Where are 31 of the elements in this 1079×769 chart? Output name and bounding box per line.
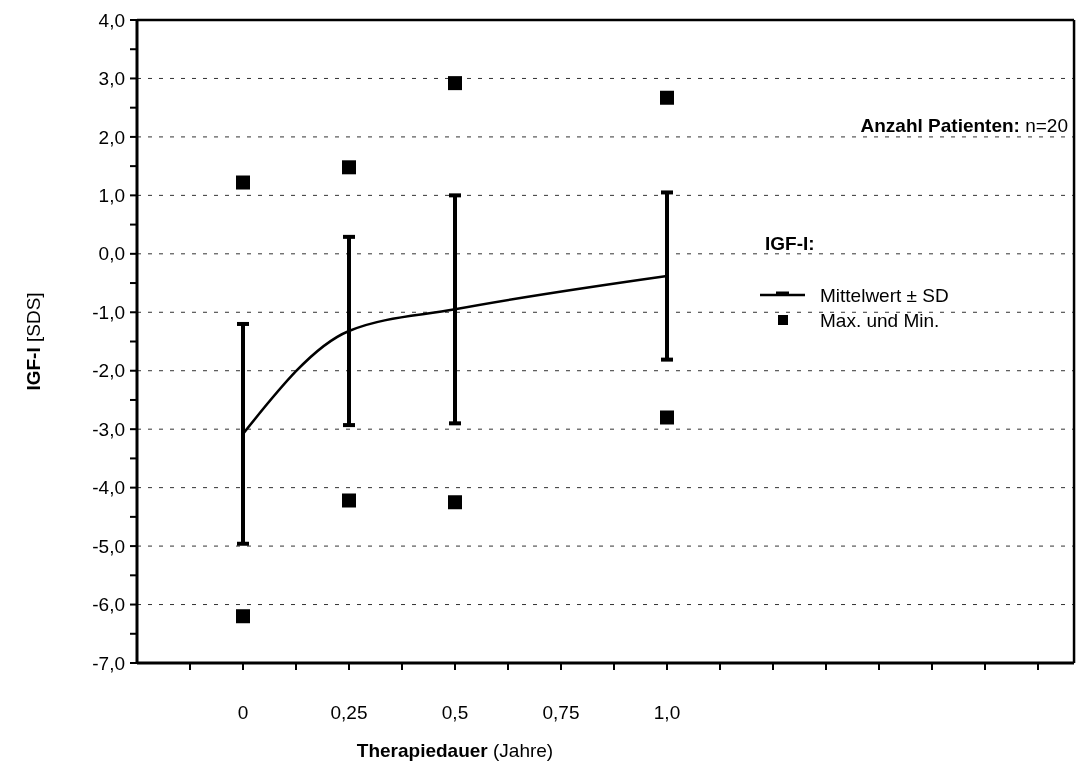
x-tick-label: 0,25	[330, 702, 368, 723]
y-tick-label: -4,0	[92, 477, 125, 499]
x-tick-label: 0,5	[441, 702, 469, 723]
y-tick-label: -1,0	[92, 301, 125, 323]
y-tick-label: 1,0	[98, 185, 125, 207]
point	[660, 410, 674, 425]
y-tick-label: -2,0	[92, 360, 125, 382]
x-tick-label: 1,0	[653, 702, 681, 723]
y-tick-label: -3,0	[92, 418, 125, 440]
legend-title: IGF-I:	[765, 233, 815, 254]
point	[448, 76, 462, 91]
y-tick-label: 0,0	[98, 243, 125, 265]
legend-label: Max. und Min.	[820, 309, 940, 331]
y-tick-label: -6,0	[92, 594, 125, 616]
legend-label: Mittelwert ± SD	[820, 284, 949, 306]
y-tick-label: -5,0	[92, 535, 125, 557]
x-tick-label: 0,75	[542, 702, 580, 723]
y-tick-label: 2,0	[98, 126, 125, 148]
point	[236, 175, 250, 190]
y-tick-label: -7,0	[92, 652, 125, 674]
point	[342, 493, 356, 508]
y-tick-label: 4,0	[98, 9, 125, 31]
point	[236, 609, 250, 624]
x-tick-label: 0	[237, 702, 249, 723]
annotation: Anzahl Patienten: n=20	[860, 114, 1068, 136]
y-tick-label: 3,0	[98, 68, 125, 90]
y-axis-title: IGF-I [SDS]	[23, 292, 44, 391]
point	[660, 90, 674, 105]
point	[448, 495, 462, 510]
point	[342, 160, 356, 175]
x-axis-title: Therapiedauer (Jahre)	[356, 740, 554, 761]
